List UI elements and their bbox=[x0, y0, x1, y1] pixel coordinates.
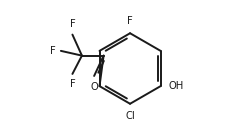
Text: OH: OH bbox=[168, 81, 183, 91]
Text: Cl: Cl bbox=[125, 111, 135, 121]
Text: O: O bbox=[90, 82, 98, 92]
Text: F: F bbox=[70, 19, 75, 29]
Text: F: F bbox=[50, 46, 56, 56]
Text: F: F bbox=[70, 79, 75, 89]
Text: F: F bbox=[127, 16, 133, 26]
